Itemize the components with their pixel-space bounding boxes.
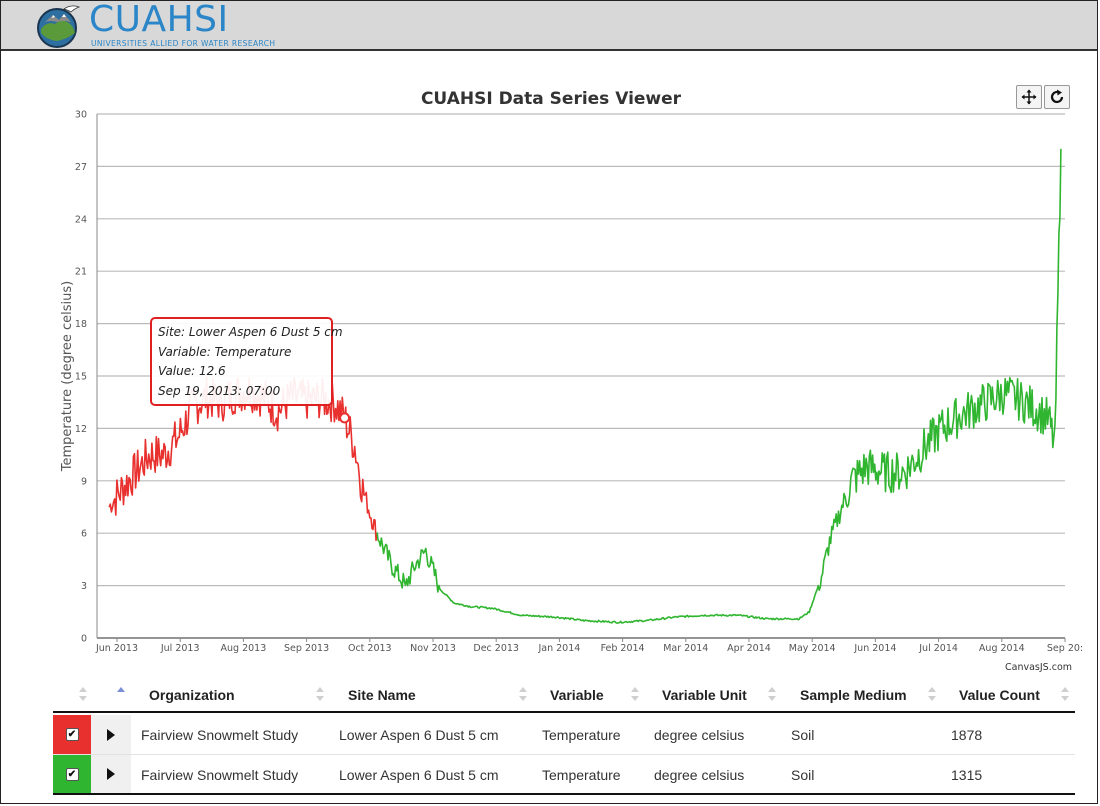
table-row[interactable]: ✔ Fairview Snowmelt Study Lower Aspen 6 …	[53, 755, 1075, 795]
y-tick-label: 24	[75, 214, 87, 225]
cell-sample-medium: Soil	[791, 727, 815, 743]
y-tick-label: 15	[75, 372, 87, 383]
chart-area[interactable]: 0 3 6 9 12 15 18 21 24 27 30 Jun 2013 Jul 2013 Aug 2…	[1, 1, 1098, 681]
chart-title: CUAHSI Data Series Viewer	[420, 89, 682, 109]
series-checkbox[interactable]: ✔	[65, 728, 79, 741]
column-header-sample-medium[interactable]: Sample Medium	[800, 687, 907, 703]
table-row[interactable]: ✔ Fairview Snowmelt Study Lower Aspen 6 …	[53, 715, 1075, 755]
row-expand-button[interactable]	[91, 755, 131, 793]
cell-variable: Temperature	[542, 727, 621, 743]
y-tick-label: 6	[81, 529, 87, 540]
caret-right-icon	[107, 768, 115, 780]
x-tick-label: Mar 2014	[663, 643, 708, 654]
tooltip-site: Site: Lower Aspen 6 Dust 5 cm	[158, 325, 343, 339]
globe-logo-icon	[37, 5, 81, 48]
pan-move-icon	[1021, 89, 1037, 105]
x-tick-label: Aug 2013	[221, 643, 267, 654]
brand-tagline: UNIVERSITIES ALLIED FOR WATER RESEARCH	[91, 39, 276, 48]
x-tick-label: Oct 2013	[348, 643, 392, 654]
pan-button[interactable]	[1016, 85, 1042, 109]
cell-sample-medium: Soil	[791, 767, 815, 783]
reset-button[interactable]	[1044, 85, 1070, 109]
series-line-green	[376, 148, 1062, 624]
series-checkbox[interactable]: ✔	[65, 767, 79, 781]
cell-variable-unit: degree celsius	[654, 727, 745, 743]
sort-icon[interactable]	[768, 687, 776, 703]
caret-right-icon	[107, 728, 115, 741]
y-tick-label: 18	[75, 319, 87, 330]
sort-icon[interactable]	[79, 687, 87, 703]
y-axis-label: Temperature (degree celsius)	[60, 281, 75, 472]
series-color-swatch: ✔	[53, 755, 91, 793]
x-tick-label: Jun 2014	[853, 643, 896, 654]
column-header-variable-unit[interactable]: Variable Unit	[662, 687, 747, 703]
sort-icon[interactable]	[928, 687, 936, 703]
tooltip-variable: Variable: Temperature	[158, 344, 292, 359]
y-tick-label: 0	[81, 634, 87, 645]
series-color-swatch: ✔	[53, 715, 91, 754]
sort-icon[interactable]	[1061, 687, 1069, 703]
x-tick-label: Jul 2013	[160, 643, 200, 654]
cell-site-name: Lower Aspen 6 Dust 5 cm	[339, 767, 499, 783]
cell-site-name: Lower Aspen 6 Dust 5 cm	[339, 727, 499, 743]
tooltip-time: Sep 19, 2013: 07:00	[158, 383, 281, 398]
column-header-site-name[interactable]: Site Name	[348, 687, 416, 703]
x-tick-label: Feb 2014	[601, 643, 645, 654]
column-header-value-count[interactable]: Value Count	[959, 687, 1040, 703]
y-tick-label: 21	[75, 267, 87, 278]
x-tick-label: Jan 2014	[537, 643, 580, 654]
x-tick-label: Aug 2014	[979, 643, 1025, 654]
column-header-organization[interactable]: Organization	[149, 687, 235, 703]
table-header: Organization Site Name Variable Variable…	[53, 679, 1075, 713]
y-tick-label: 3	[81, 581, 87, 592]
row-expand-button[interactable]	[91, 715, 131, 754]
sort-ascending-icon[interactable]	[117, 687, 125, 703]
sort-icon[interactable]	[519, 687, 527, 703]
x-tick-label: Sep 2013	[284, 643, 329, 654]
header-bar: CUAHSI UNIVERSITIES ALLIED FOR WATER RES…	[1, 1, 1097, 51]
sort-icon[interactable]	[316, 687, 324, 703]
cell-value-count: 1315	[951, 767, 983, 783]
cell-variable: Temperature	[542, 767, 621, 783]
y-tick-label: 27	[75, 162, 87, 173]
x-tick-label: Dec 2013	[473, 643, 519, 654]
cell-organization: Fairview Snowmelt Study	[141, 727, 299, 743]
y-tick-label: 12	[75, 424, 87, 435]
tooltip-marker	[339, 412, 351, 424]
column-header-variable[interactable]: Variable	[550, 687, 604, 703]
y-tick-label: 9	[81, 476, 87, 487]
x-tick-label: Jun 2013	[95, 643, 138, 654]
x-tick-label: Apr 2014	[727, 643, 771, 654]
cell-variable-unit: degree celsius	[654, 767, 745, 783]
brand-name: CUAHSI	[89, 0, 229, 40]
x-tick-label: Sep 20:	[1047, 643, 1083, 654]
tooltip-value: Value: 12.6	[158, 364, 226, 378]
y-tick-label: 30	[75, 110, 87, 121]
x-tick-label: Jul 2014	[918, 643, 958, 654]
cell-organization: Fairview Snowmelt Study	[141, 767, 299, 783]
reset-rotate-icon	[1050, 89, 1064, 104]
chart-credit: CanvasJS.com	[1005, 662, 1073, 673]
chart-tooltip: Site: Lower Aspen 6 Dust 5 cm Variable: …	[150, 317, 343, 406]
sort-icon[interactable]	[631, 687, 639, 703]
x-tick-label: May 2014	[789, 643, 836, 654]
x-tick-label: Nov 2013	[410, 643, 456, 654]
cell-value-count: 1878	[951, 727, 983, 743]
